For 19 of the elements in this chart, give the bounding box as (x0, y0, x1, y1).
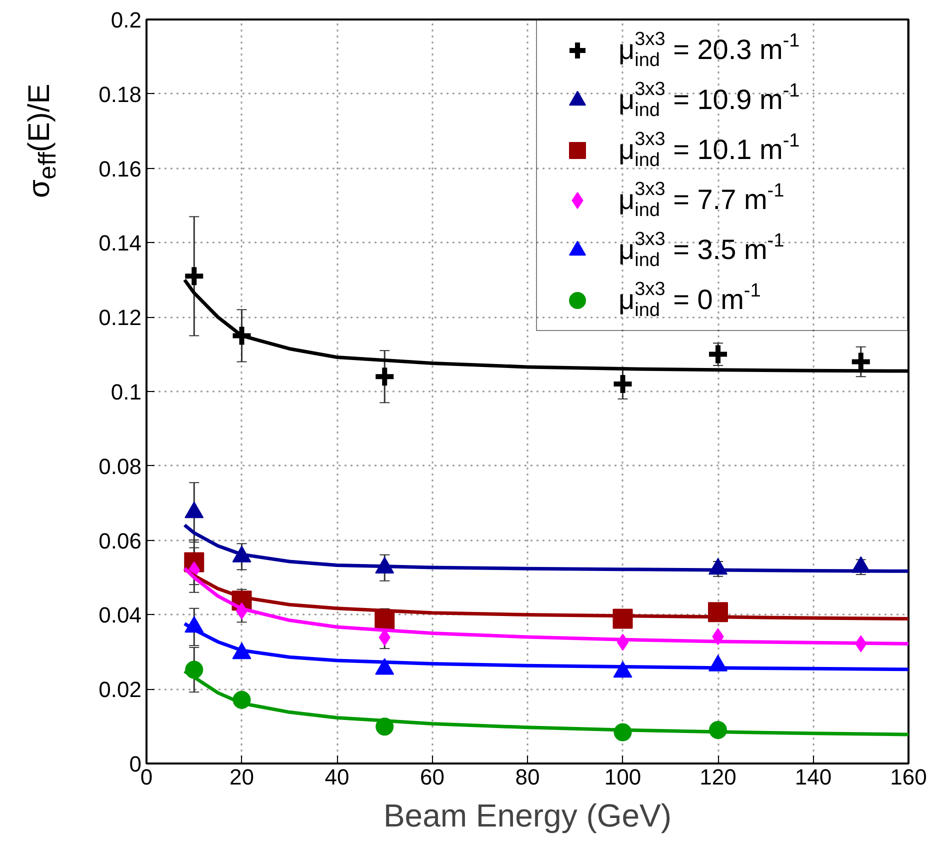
x-tick-label: 60 (420, 764, 444, 790)
y-tick-label: 0.04 (98, 602, 142, 628)
y-tick-label: 0.2 (110, 8, 142, 32)
x-tick-label: 120 (700, 764, 736, 790)
x-tick-label: 20 (230, 764, 254, 790)
x-tick-label: 80 (515, 764, 540, 790)
x-axis-title: Beam Energy (GeV) (383, 798, 672, 834)
y-tick-label: 0.12 (98, 305, 142, 330)
x-tick-label: 100 (604, 764, 642, 790)
x-tick-label: 140 (794, 764, 832, 790)
y-tick-label: 0.18 (98, 82, 142, 107)
y-tick-label: 0.14 (98, 230, 142, 256)
y-tick-label: 0.02 (98, 677, 142, 702)
y-tick-label: 0.06 (98, 528, 142, 554)
x-tick-label: 40 (324, 764, 350, 790)
y-tick-label: 0.16 (98, 156, 142, 182)
y-tick-label: 0.08 (98, 454, 142, 479)
x-tick-label: 160 (890, 764, 927, 790)
y-tick-label: 0.1 (110, 380, 142, 404)
